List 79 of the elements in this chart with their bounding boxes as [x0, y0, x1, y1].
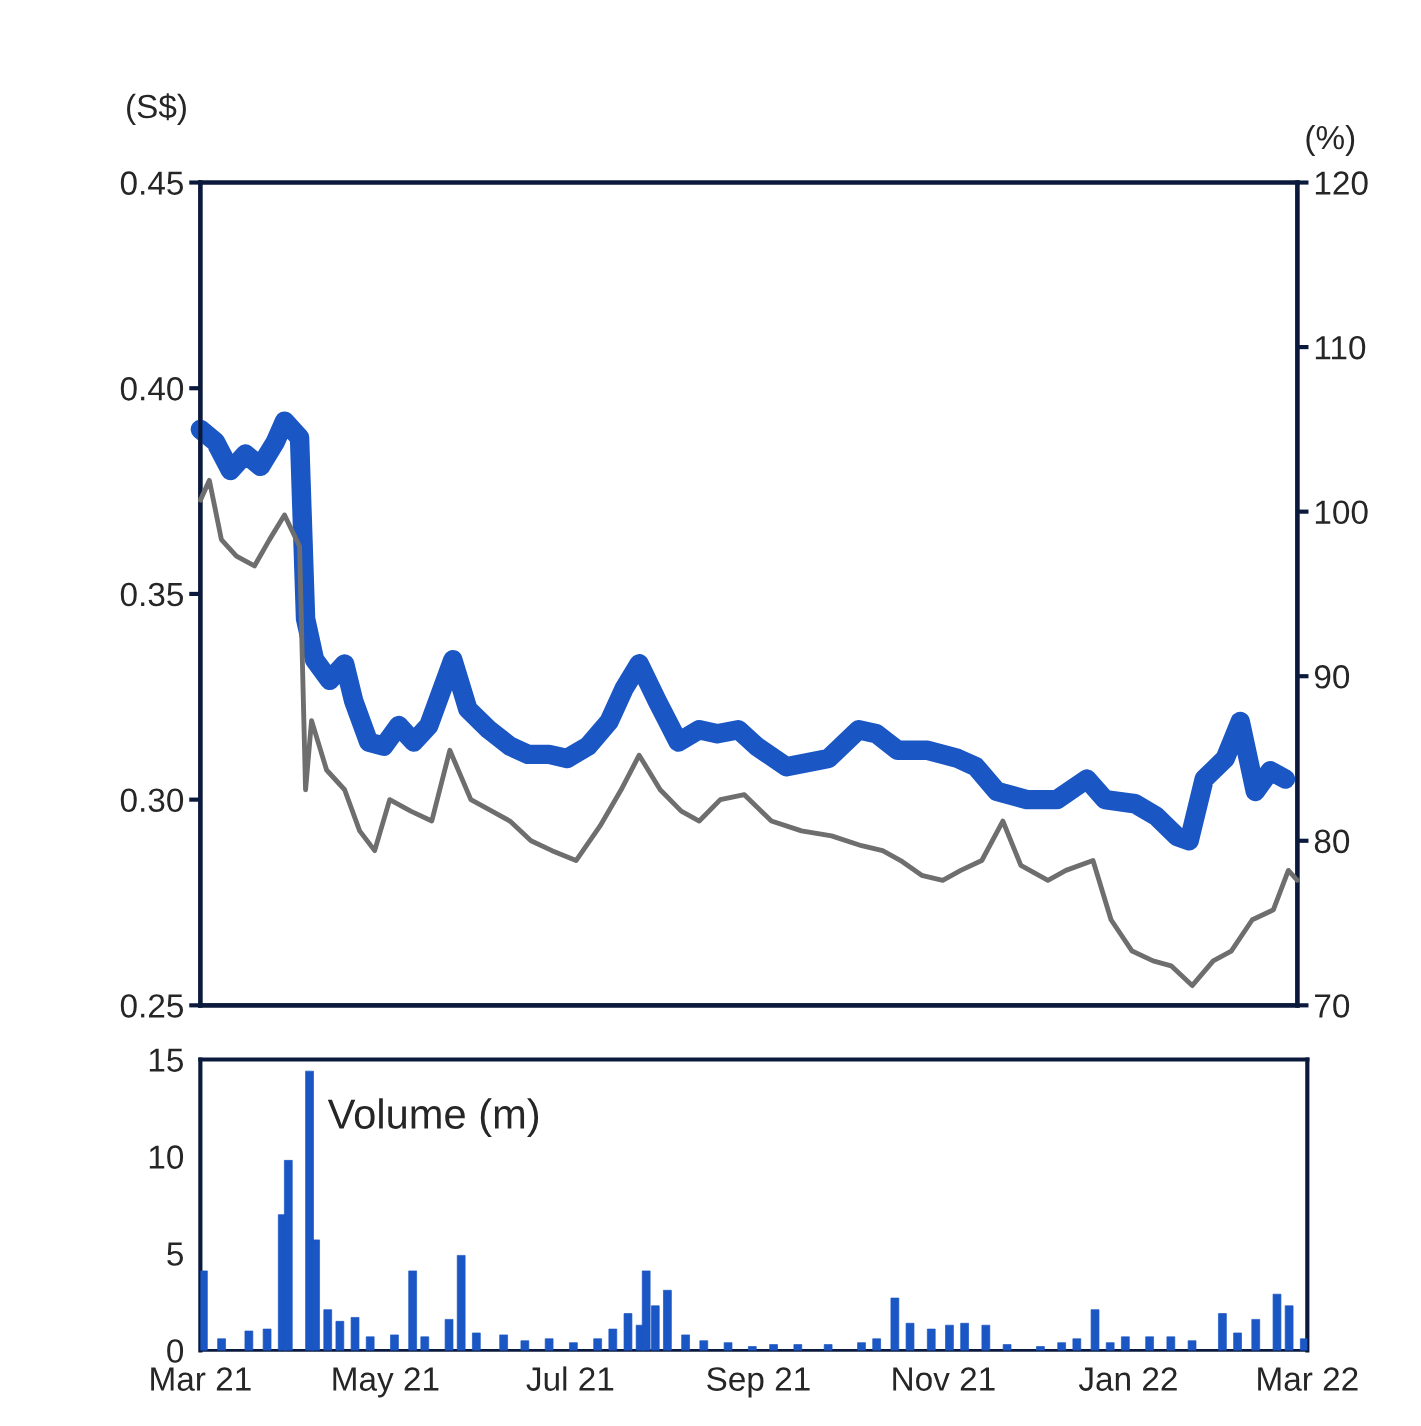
- y-axis-title: (S$): [127, 93, 186, 125]
- bar: [262, 1328, 272, 1351]
- y2-axis-title: (%): [1306, 124, 1355, 156]
- bar: [1251, 1319, 1261, 1351]
- bar: [872, 1338, 881, 1351]
- y-tick-label: 0.45: [120, 171, 183, 195]
- y-tick-label: 10: [149, 1145, 184, 1169]
- bar: [1187, 1340, 1197, 1351]
- bar: [390, 1334, 399, 1351]
- bar: [593, 1338, 602, 1351]
- y-tick-label: 0: [167, 1339, 184, 1363]
- bar: [1218, 1313, 1227, 1351]
- bar: [335, 1320, 345, 1351]
- bar: [1002, 1344, 1012, 1351]
- bar: [663, 1289, 672, 1351]
- y-tick-label: 0.30: [120, 788, 184, 813]
- x-tick-label: Nov 21: [893, 1367, 995, 1391]
- bar: [681, 1334, 690, 1351]
- y-tick-label: 5: [167, 1242, 183, 1266]
- y2-tick-label: 100: [1315, 500, 1368, 525]
- bar: [960, 1322, 969, 1351]
- bar: [456, 1255, 466, 1351]
- y-tick-label: 0.35: [120, 582, 183, 607]
- bar: [1121, 1336, 1130, 1351]
- line-series: [197, 477, 1300, 989]
- bar: [793, 1344, 803, 1351]
- bar: [217, 1338, 226, 1351]
- bar: [1036, 1346, 1045, 1351]
- bar: [569, 1342, 578, 1351]
- bar: [444, 1319, 454, 1351]
- y-tick-label: 15: [149, 1048, 183, 1072]
- bar: [1057, 1342, 1066, 1351]
- y2-tick-label: 90: [1314, 665, 1350, 689]
- x-tick-label: Jul 21: [526, 1366, 614, 1391]
- bar: [748, 1346, 757, 1351]
- bar: [1272, 1293, 1282, 1351]
- bar: [323, 1309, 333, 1351]
- bar: [857, 1342, 866, 1351]
- bar: [200, 1270, 208, 1351]
- x-tick-label: Mar 21: [151, 1367, 251, 1391]
- bar: [723, 1342, 733, 1351]
- y2-tick-label: 80: [1314, 829, 1350, 854]
- bar: [408, 1270, 417, 1351]
- x-tick-label: Sep 21: [707, 1367, 810, 1398]
- bar: [945, 1324, 954, 1351]
- y-tick-label: 0.40: [120, 377, 184, 401]
- bar: [420, 1336, 430, 1351]
- bar: [365, 1336, 375, 1351]
- bar: [890, 1297, 900, 1351]
- bar: [544, 1338, 554, 1351]
- bar: [1105, 1342, 1115, 1351]
- y2-tick-label: 70: [1315, 994, 1350, 1018]
- bar: [1072, 1338, 1082, 1351]
- bar: [1166, 1336, 1176, 1351]
- bar: [350, 1317, 360, 1351]
- bar: [699, 1340, 709, 1351]
- annotation: Volume (m): [327, 1098, 539, 1138]
- bar: [520, 1340, 530, 1351]
- bar: [623, 1313, 633, 1351]
- bar: [1233, 1332, 1242, 1351]
- y2-tick-label: 120: [1315, 171, 1368, 195]
- bar: [1284, 1305, 1294, 1351]
- y2-tick-label: 110: [1315, 335, 1366, 360]
- bar: [981, 1324, 991, 1351]
- x-tick-label: May 21: [333, 1367, 439, 1398]
- x-tick-label: Jan 22: [1078, 1367, 1177, 1391]
- x-tick-label: Mar 22: [1258, 1367, 1358, 1391]
- y-tick-label: 0.25: [120, 994, 183, 1018]
- bar: [1090, 1309, 1100, 1351]
- bar: [244, 1330, 254, 1351]
- bar: [769, 1344, 778, 1351]
- bar: [1299, 1338, 1308, 1351]
- bar: [905, 1322, 915, 1351]
- bar: [1145, 1336, 1154, 1351]
- bar: [926, 1328, 936, 1351]
- bar: [823, 1344, 833, 1351]
- bar: [472, 1332, 481, 1351]
- bar: [608, 1328, 618, 1351]
- bar: [499, 1334, 508, 1351]
